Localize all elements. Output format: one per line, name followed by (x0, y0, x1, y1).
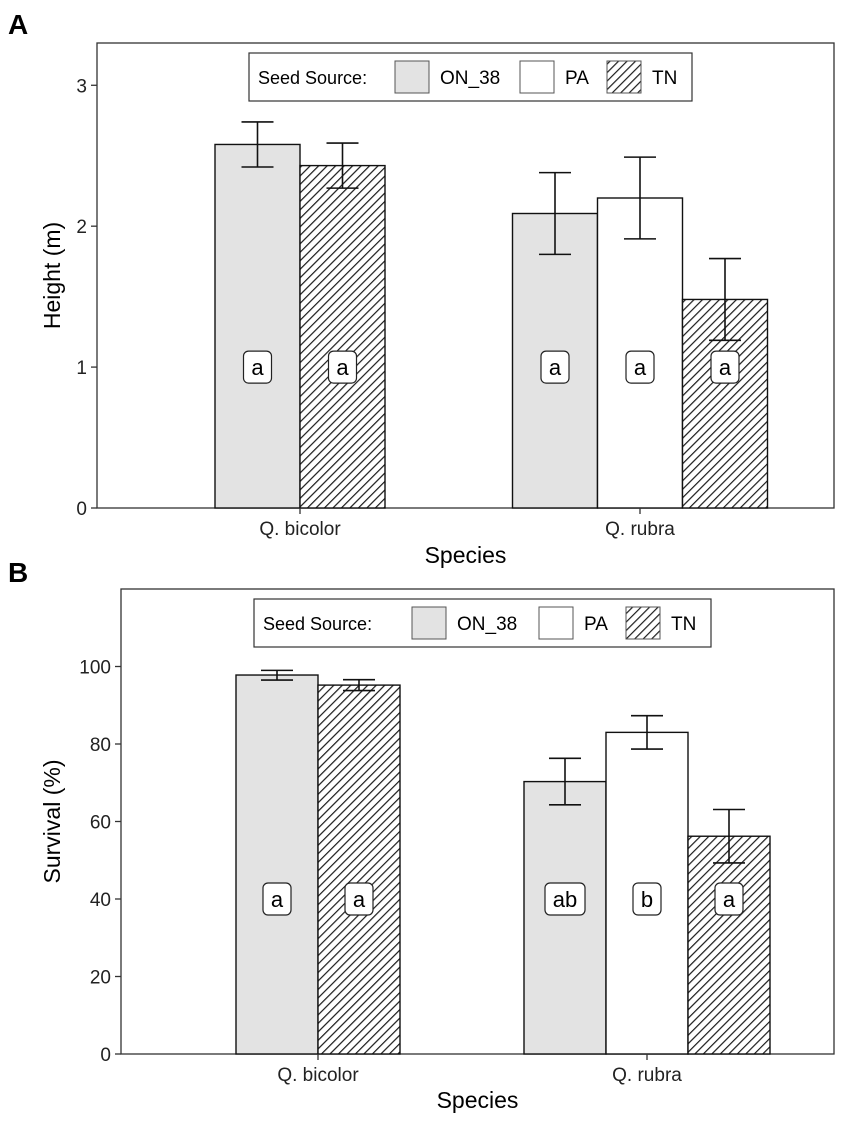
panel-b-sig-label-box (262, 882, 292, 916)
panel-b-y-axis-title: Survival (%) (39, 760, 65, 884)
panel-b-sig-label: ab (553, 887, 577, 912)
panel-a-letter: A (8, 9, 28, 40)
panel-b-bar-qrubra-on_38 (523, 780, 607, 1055)
panel-a-sig-label-box (242, 350, 273, 384)
panel-b-chart: B 0 20 40 60 80 100 a a Q. bicolor ab b a Q. rubra Spe… (8, 557, 835, 1113)
panel-b-sig-label: a (353, 887, 366, 912)
panel-a-x-axis-title: Species (425, 542, 507, 568)
panel-b-legend-key-tn (625, 606, 661, 640)
panel-a-sig-label: a (719, 355, 732, 380)
panel-b-bar-qbicolor-tn (317, 684, 401, 1055)
panel-b-x-axis-title: Species (437, 1087, 519, 1113)
panel-a-y-tick-label: 3 (76, 76, 87, 97)
panel-b-x-tick-label: Q. bicolor (277, 1065, 359, 1086)
panel-b-sig-label-box (544, 882, 586, 916)
panel-a-sig-label: a (634, 355, 647, 380)
panel-a-legend: Seed Source: ON_38 PA TN (248, 52, 693, 102)
panel-a-y-tick-label: 0 (76, 499, 87, 520)
panel-b-legend-label-tn: TN (671, 614, 696, 635)
panel-b-sig-label-box (714, 882, 744, 916)
panel-a-legend-key-tn (606, 60, 642, 94)
panel-b-sig-label-box (344, 882, 374, 916)
panel-a-sig-label-box (625, 350, 655, 384)
panel-a-legend-key-on_38 (394, 60, 430, 94)
panel-b-x-tick-label: Q. rubra (612, 1065, 682, 1086)
panel-a-y-tick-label: 1 (76, 358, 87, 379)
panel-a-bar-qbicolor-tn (299, 164, 386, 509)
panel-a-chart: A 0 1 2 3 a a Q. bicolor a a a Q. rubra Species Heigh… (8, 9, 835, 568)
panel-a-sig-label-box (710, 350, 740, 384)
panel-b-legend-label-on_38: ON_38 (457, 614, 517, 635)
panel-b-sig-label: a (271, 887, 284, 912)
panel-a-legend-title: Seed Source: (258, 68, 367, 88)
panel-b-y-tick-label: 20 (90, 968, 111, 989)
panel-a-legend-label-pa: PA (565, 68, 589, 89)
panel-b-bar-qbicolor-on_38 (235, 674, 319, 1055)
panel-b-legend-key-on_38 (411, 606, 447, 640)
panel-a-x-tick-label: Q. bicolor (259, 519, 341, 540)
panel-a-y-axis-title: Height (m) (39, 222, 65, 329)
panel-b-legend: Seed Source: ON_38 PA TN (253, 598, 712, 648)
panel-a-sig-label-box (327, 350, 358, 384)
panel-b-sig-label: a (723, 887, 736, 912)
panel-a-legend-label-tn: TN (652, 68, 677, 89)
panel-a-sig-label-box (540, 350, 570, 384)
panel-a-bar-qbicolor-on_38 (214, 143, 301, 509)
panel-a-legend-key-pa (519, 60, 555, 94)
panel-b-legend-label-pa: PA (584, 614, 608, 635)
panel-b-sig-label: b (641, 887, 653, 912)
panel-b-y-tick-label: 80 (90, 735, 111, 756)
panel-b-legend-title: Seed Source: (263, 614, 372, 634)
panel-b-y-tick-label: 40 (90, 890, 111, 911)
panel-b-sig-label-box (632, 882, 662, 916)
panel-b-y-tick-label: 100 (79, 658, 111, 679)
panel-b-bar-qrubra-tn (687, 835, 771, 1055)
panel-a-plot-frame (96, 42, 835, 509)
panel-b-letter: B (8, 557, 28, 588)
panel-a-sig-label: a (251, 355, 264, 380)
panel-a-sig-label: a (336, 355, 349, 380)
panel-b-y-tick-label: 0 (100, 1045, 111, 1066)
panel-a-y-tick-label: 2 (76, 217, 87, 238)
panel-a-sig-label: a (549, 355, 562, 380)
panel-b-legend-key-pa (538, 606, 574, 640)
panel-a-x-tick-label: Q. rubra (605, 519, 675, 540)
panel-b-y-tick-label: 60 (90, 813, 111, 834)
panel-a-legend-label-on_38: ON_38 (440, 68, 500, 89)
